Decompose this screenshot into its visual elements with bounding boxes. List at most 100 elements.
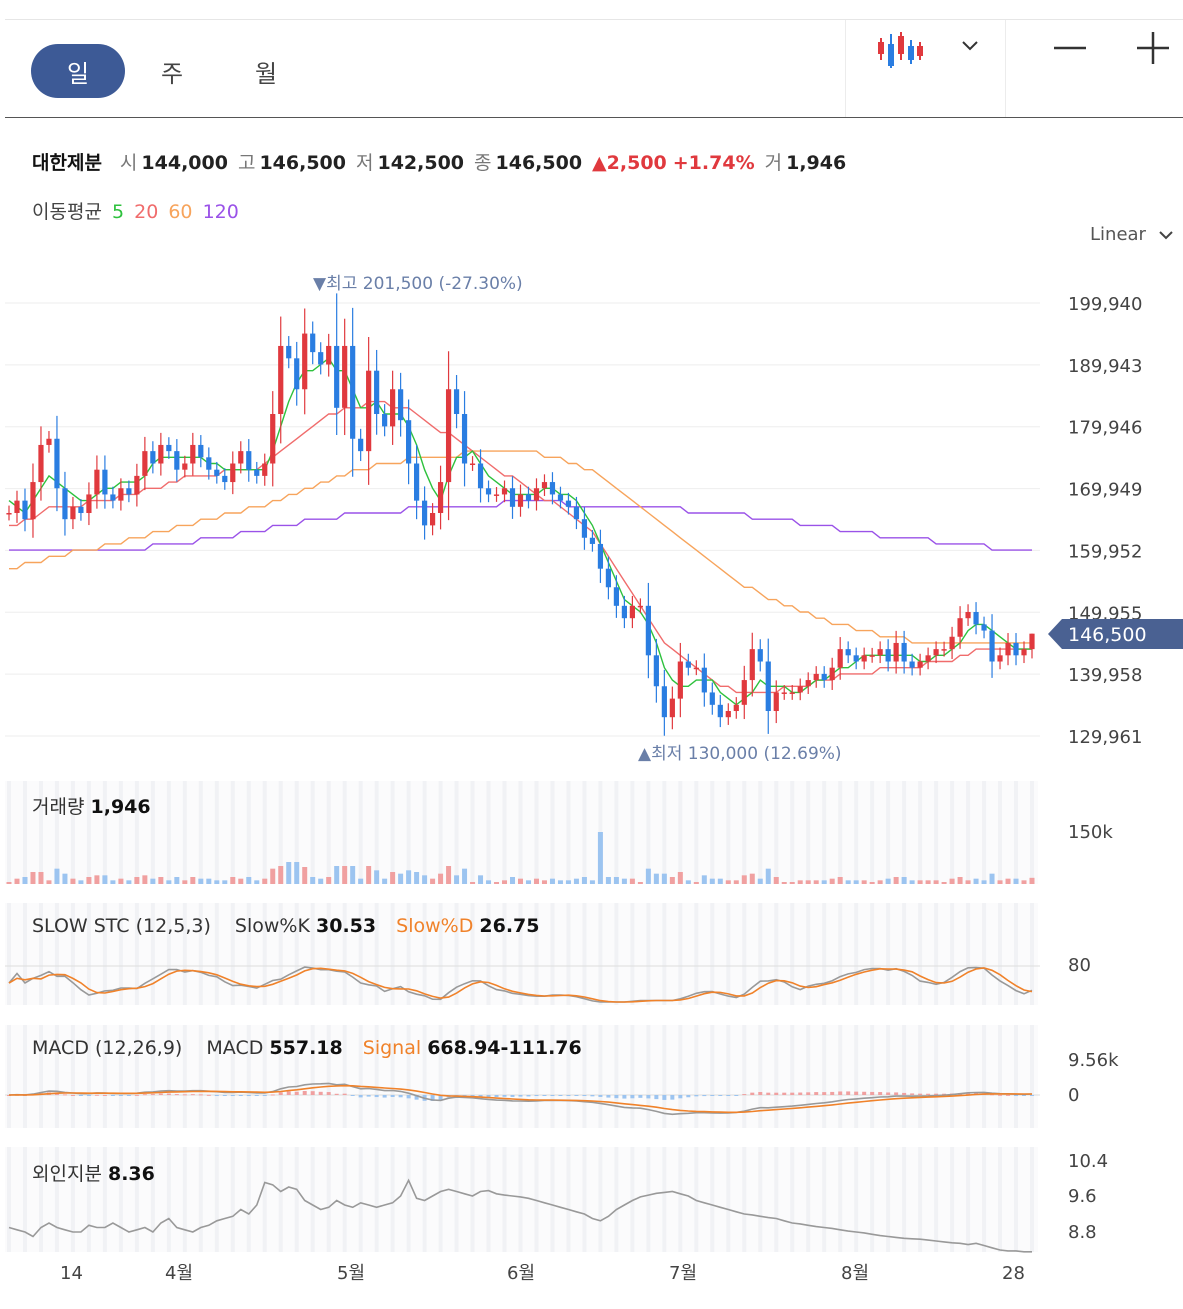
macd-histogram-bar	[550, 1095, 555, 1096]
macd-histogram-bar	[718, 1095, 723, 1096]
macd-histogram-bar	[726, 1095, 731, 1096]
candle-body	[997, 655, 1003, 662]
tab-weekly[interactable]: 주	[160, 59, 184, 88]
candle-body	[949, 636, 955, 650]
sub-panel-stripe	[630, 781, 635, 884]
sub-panel-stripe	[198, 903, 203, 1005]
sub-panel-stripe	[1030, 781, 1034, 884]
sub-panel-stripe	[662, 903, 667, 1005]
candle-body	[709, 692, 715, 705]
volume-bar	[86, 877, 92, 884]
sub-panel-stripe	[358, 781, 363, 884]
volume-bar	[629, 878, 635, 884]
macd-signal-line	[8, 1084, 1032, 1114]
candle-body	[829, 667, 835, 681]
chevron-down-icon[interactable]	[955, 33, 985, 59]
sub-panel-stripe	[294, 1147, 299, 1252]
sub-panel-stripe	[262, 1025, 267, 1128]
sub-panel-stripe	[214, 781, 219, 884]
sub-panel-stripe	[406, 1025, 411, 1128]
candle-body	[845, 649, 851, 656]
volume-bar	[502, 880, 508, 884]
high-value: 146,500	[259, 152, 346, 174]
sub-panel-stripe	[966, 903, 971, 1005]
macd-axis-tick-zero: 0	[1068, 1085, 1079, 1106]
macd-histogram-bar	[134, 1094, 139, 1096]
sub-panel-stripe	[502, 1147, 507, 1252]
sub-panel-stripe	[358, 903, 363, 1005]
sub-panel-stripe	[582, 903, 587, 1005]
open-value: 144,000	[141, 152, 228, 174]
macd-panel-label: MACD (12,26,9) MACD 557.18 Signal 668.94…	[32, 1037, 582, 1059]
sub-panel-stripe	[134, 781, 139, 884]
candle-body	[230, 463, 236, 483]
candlestick-icon[interactable]	[875, 30, 923, 70]
volume-bar	[973, 878, 979, 884]
candle-body	[781, 692, 787, 694]
sub-panel-stripe	[726, 781, 731, 884]
volume-bar	[789, 882, 795, 884]
sub-panel-stripe	[870, 1025, 875, 1128]
candle-body	[661, 686, 667, 718]
macd-histogram-bar	[1030, 1095, 1034, 1096]
price-tick: 199,940	[1068, 294, 1142, 315]
sub-panel-stripe	[214, 903, 219, 1005]
stoch-panel-label: SLOW STC (12,5,3) Slow%K 30.53 Slow%D 26…	[32, 915, 540, 937]
macd-histogram-bar	[190, 1094, 195, 1096]
sub-panel-stripe	[54, 903, 59, 1005]
ma20-line	[9, 400, 1032, 694]
volume-bar	[278, 866, 284, 884]
volume-bar	[302, 867, 308, 884]
volume-bar	[342, 866, 348, 884]
candle-body	[142, 451, 148, 476]
sub-panel-stripe	[518, 1025, 523, 1128]
volume-bar	[326, 877, 332, 884]
macd-histogram-bar	[766, 1092, 771, 1095]
candle-body	[741, 680, 747, 705]
sub-panel-stripe	[486, 1147, 491, 1252]
candle-body	[374, 370, 380, 415]
sub-panel-stripe	[774, 781, 779, 884]
macd-histogram-bar	[782, 1092, 787, 1095]
tab-monthly[interactable]: 월	[254, 59, 278, 88]
macd-histogram-bar	[542, 1095, 547, 1096]
current-price-value: 146,500	[1068, 624, 1147, 646]
candle-body	[717, 704, 723, 718]
sub-panel-stripe	[966, 781, 971, 884]
x-tick: 5월	[337, 1263, 365, 1284]
candle-body	[925, 655, 931, 662]
min-price-label: ▲최저 130,000 (12.69%)	[638, 744, 842, 764]
sub-panel-stripe	[822, 781, 827, 884]
sub-panel-stripe	[38, 1147, 43, 1252]
sub-panel-stripe	[742, 1025, 747, 1128]
tab-daily[interactable]: 일	[31, 44, 125, 98]
candle-body	[398, 389, 404, 421]
sub-panel-stripe	[902, 781, 907, 884]
macd-histogram-bar	[158, 1093, 163, 1095]
candle-body	[613, 587, 620, 606]
candle-body	[166, 444, 172, 452]
sub-panel-stripe	[166, 1147, 171, 1252]
sub-panel-stripe	[966, 1025, 971, 1128]
candle-body	[366, 370, 372, 452]
sub-panel-stripe	[342, 1025, 347, 1128]
macd-histogram-bar	[398, 1095, 403, 1098]
volume-bar	[637, 882, 643, 884]
candle-body	[485, 488, 492, 495]
volume-bar	[597, 832, 603, 884]
macd-histogram-bar	[774, 1092, 779, 1095]
volume-bar	[230, 877, 236, 884]
scale-selector[interactable]: Linear	[1090, 224, 1173, 245]
candle-body	[14, 500, 20, 514]
x-tick: 6월	[507, 1263, 535, 1284]
sub-panel-stripe	[614, 903, 619, 1005]
sub-panel-stripe	[918, 1025, 923, 1128]
minus-icon[interactable]	[1050, 28, 1090, 68]
plus-icon[interactable]	[1133, 28, 1173, 68]
candle-body	[749, 649, 755, 681]
candle-body	[270, 414, 276, 464]
sub-panel-stripe	[502, 903, 507, 1005]
candle-body	[262, 463, 268, 476]
ma20-legend: 20	[134, 201, 159, 223]
